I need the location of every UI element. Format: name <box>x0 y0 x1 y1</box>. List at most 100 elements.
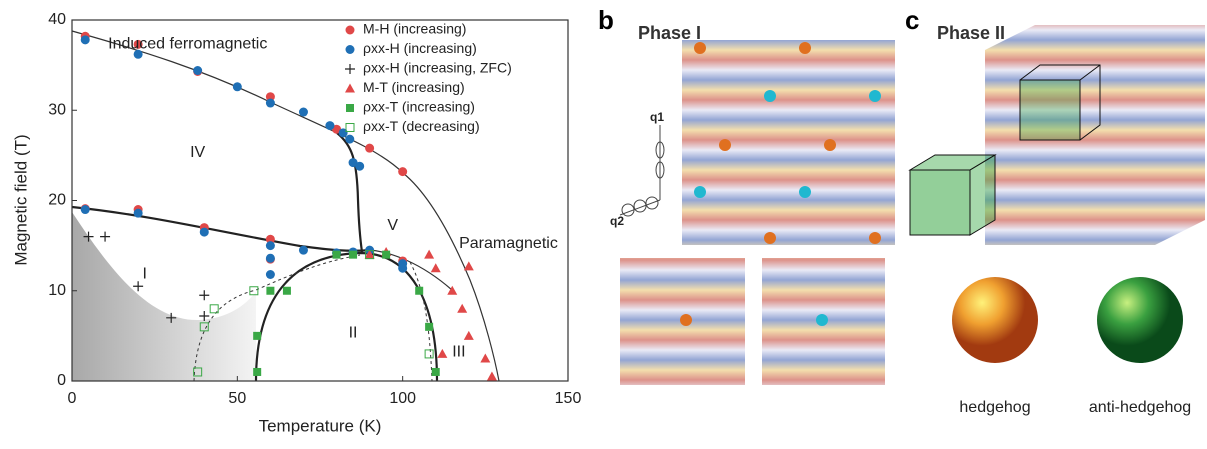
x-tick-label: 50 <box>228 390 246 407</box>
legend-label: ρxx-T (decreasing) <box>363 118 480 134</box>
x-tick-label: 150 <box>555 390 582 407</box>
marker <box>398 263 408 273</box>
marker <box>193 367 203 377</box>
y-tick-label: 40 <box>48 11 66 28</box>
marker <box>298 245 308 255</box>
marker <box>348 158 358 168</box>
marker <box>437 348 448 358</box>
marker <box>83 231 94 242</box>
x-tick-label: 0 <box>68 390 77 407</box>
marker <box>265 98 275 108</box>
marker <box>282 286 291 295</box>
annotation: Paramagnetic <box>459 235 558 252</box>
marker <box>166 312 177 323</box>
marker <box>199 227 209 237</box>
boundary <box>71 205 371 252</box>
caption: hedgehog <box>959 399 1030 416</box>
legend-label: ρxx-H (increasing, ZFC) <box>363 60 512 76</box>
legend-marker <box>345 64 355 74</box>
marker <box>349 250 358 259</box>
marker <box>253 331 262 340</box>
marker <box>364 249 375 259</box>
marker <box>486 371 497 381</box>
x-tick-label: 100 <box>389 390 416 407</box>
legend-marker <box>345 25 355 35</box>
annotation: II <box>349 324 358 341</box>
marker <box>209 304 219 314</box>
marker <box>133 208 143 218</box>
marker <box>365 143 375 153</box>
annotation: Induced ferromagnetic <box>108 36 267 53</box>
annotation: V <box>387 217 398 234</box>
panel-title: Phase I <box>638 23 701 43</box>
anti-hedgehog-sphere <box>1097 277 1183 363</box>
annotation: IV <box>190 144 205 161</box>
legend-marker <box>345 123 355 132</box>
marker <box>415 286 424 295</box>
marker <box>133 39 143 49</box>
caption: anti-hedgehog <box>1089 399 1191 416</box>
marker <box>253 367 262 376</box>
marker <box>80 205 90 215</box>
marker <box>193 66 203 76</box>
marker <box>249 286 259 296</box>
legend-label: M-H (increasing) <box>363 21 466 37</box>
marker <box>265 253 275 263</box>
marker <box>425 322 434 331</box>
marker <box>332 250 341 259</box>
skyrmion-centers <box>694 42 881 244</box>
q1-label: q1 <box>650 110 664 124</box>
shaded-region <box>72 212 256 381</box>
marker <box>100 231 111 242</box>
marker <box>265 241 275 251</box>
annotation: I <box>143 266 147 283</box>
marker <box>457 303 468 313</box>
legend-marker <box>345 83 355 93</box>
marker <box>265 234 275 244</box>
marker <box>430 263 441 273</box>
panel-label: b <box>598 5 614 35</box>
marker <box>338 128 348 138</box>
marker <box>332 124 342 134</box>
y-tick-label: 0 <box>57 372 66 389</box>
boundary <box>254 251 439 382</box>
boundary <box>336 132 364 253</box>
boundary <box>71 30 500 382</box>
legend-label: ρxx-T (increasing) <box>363 99 475 115</box>
marker <box>463 261 474 271</box>
legend-label: M-T (increasing) <box>363 79 465 95</box>
marker <box>424 349 434 359</box>
q2-label: q2 <box>610 214 624 228</box>
marker <box>80 35 90 45</box>
marker <box>355 161 365 171</box>
annotation: III <box>452 343 465 360</box>
marker <box>480 353 491 363</box>
marker <box>266 286 275 295</box>
chart: 0 50 100 150 0 10 20 30 40 Induced ferromagnetic I… <box>48 11 581 407</box>
marker <box>325 121 335 131</box>
marker <box>424 249 435 259</box>
marker <box>447 285 458 295</box>
marker <box>232 82 242 92</box>
marker <box>199 311 210 322</box>
marker <box>382 250 391 259</box>
boundary <box>193 254 361 382</box>
y-tick-label: 20 <box>48 192 66 209</box>
marker <box>365 250 375 260</box>
marker <box>199 290 210 301</box>
y-tick-label: 30 <box>48 101 66 118</box>
panel-title: Phase II <box>937 23 1005 43</box>
marker <box>265 270 275 280</box>
spin-texture <box>682 40 895 245</box>
hedgehog-lattice <box>985 25 1205 245</box>
marker <box>133 281 144 292</box>
marker <box>265 92 275 102</box>
x-axis-label: Temperature (K) <box>259 416 382 435</box>
y-tick-label: 10 <box>48 282 66 299</box>
legend-marker <box>345 45 355 54</box>
hedgehog-sphere <box>952 277 1038 363</box>
unit-cube <box>908 154 997 236</box>
legend-label: ρxx-H (increasing) <box>363 40 477 56</box>
marker <box>133 49 143 59</box>
